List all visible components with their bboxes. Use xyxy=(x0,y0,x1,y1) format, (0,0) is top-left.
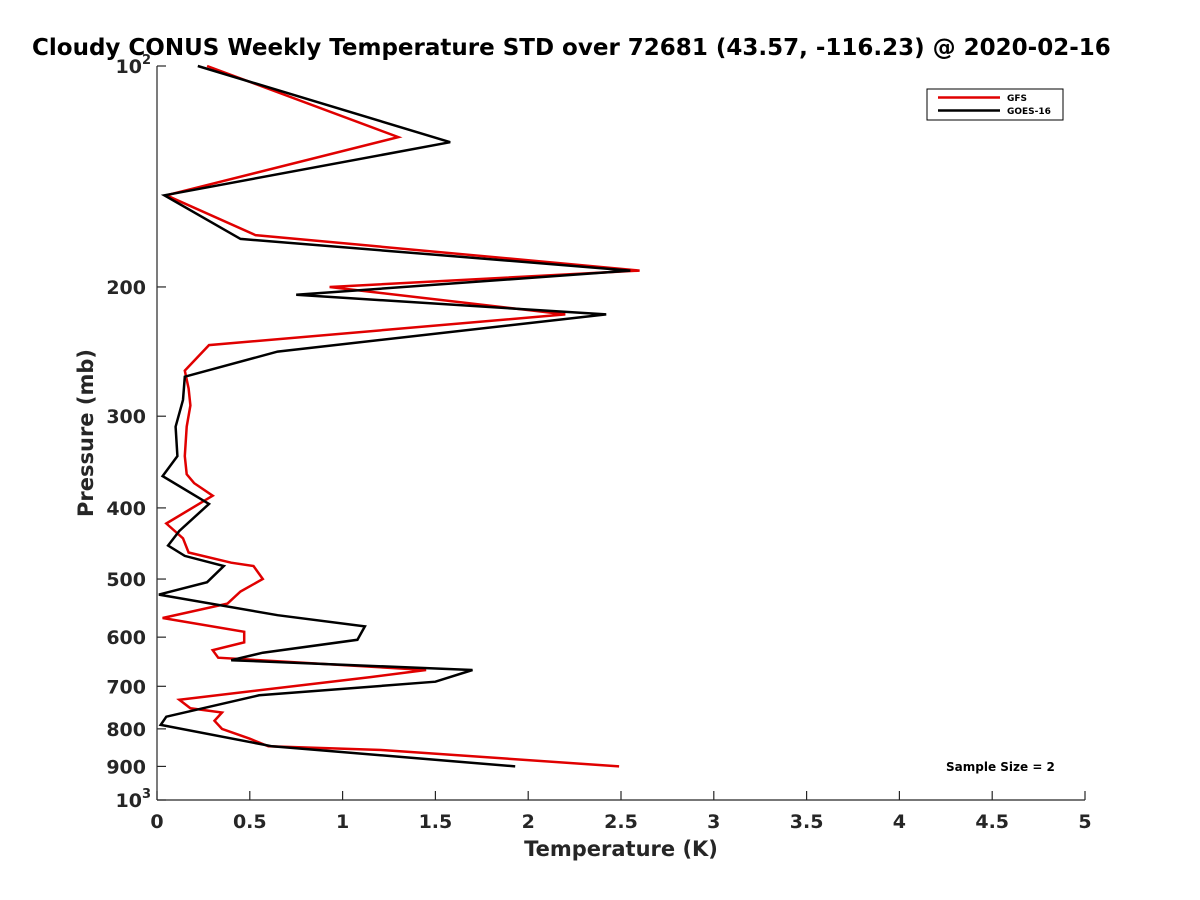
y-tick-label: 400 xyxy=(106,498,146,520)
x-tick-label: 0 xyxy=(150,811,163,833)
x-tick-label: 3.5 xyxy=(790,811,824,833)
x-tick-label: 2 xyxy=(522,811,535,833)
y-tick-label: 500 xyxy=(106,569,146,591)
x-tick-label: 0.5 xyxy=(233,811,267,833)
y-tick-label: 700 xyxy=(106,676,146,698)
x-tick-label: 1.5 xyxy=(419,811,453,833)
x-tick-label: 3 xyxy=(707,811,720,833)
y-tick-exponent: 2 xyxy=(142,53,151,68)
legend-label-goes16: GOES-16 xyxy=(1007,107,1051,117)
plot-background xyxy=(157,66,1085,800)
x-axis-label: Temperature (K) xyxy=(524,837,718,861)
series-line-goes16 xyxy=(158,64,631,768)
x-tick-label: 2.5 xyxy=(604,811,638,833)
y-tick-label: 300 xyxy=(106,406,146,428)
y-axis-label: Pressure (mb) xyxy=(74,349,98,517)
y-tick-label: 10 xyxy=(116,790,142,812)
plot-area xyxy=(157,66,1085,800)
legend-box xyxy=(926,88,1064,121)
x-tick-label: 4 xyxy=(893,811,906,833)
legend: GFS GOES-16 xyxy=(926,88,1064,121)
y-tick-label: 900 xyxy=(106,756,146,778)
chart-title: Cloudy CONUS Weekly Temperature STD over… xyxy=(32,35,1111,61)
y-tick-label: 600 xyxy=(106,627,146,649)
y-tick-label: 800 xyxy=(106,719,146,741)
y-tick-label: 10 xyxy=(116,56,142,78)
series-line-gfs xyxy=(162,64,640,768)
y-tick-exponent: 3 xyxy=(142,787,151,802)
legend-label-gfs: GFS xyxy=(1007,94,1027,104)
x-ticks: 0 0.5 1 1.5 2 2.5 3 3.5 4 4.5 5 xyxy=(150,791,1092,833)
y-tick-label: 200 xyxy=(106,277,146,299)
x-tick-label: 5 xyxy=(1078,811,1091,833)
sample-size-annotation: Sample Size = 2 xyxy=(946,760,1055,774)
x-tick-label: 1 xyxy=(336,811,349,833)
series-layer xyxy=(158,64,640,768)
x-tick-label: 4.5 xyxy=(975,811,1009,833)
